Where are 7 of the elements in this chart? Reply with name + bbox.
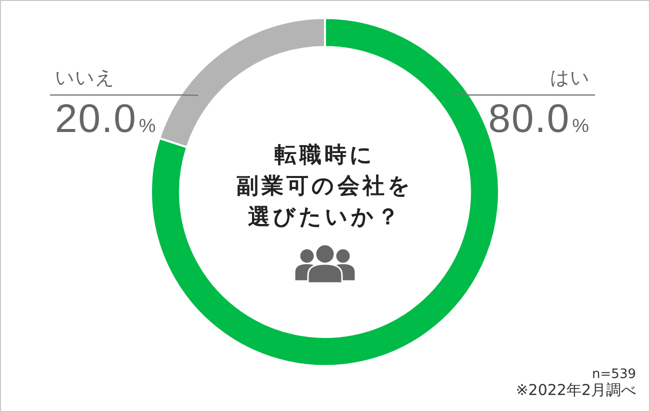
slice-label: いいえ: [55, 67, 115, 89]
slice-label: はい: [550, 67, 590, 89]
text: ※2022年2月調べ: [516, 381, 636, 399]
text: 転職時に副業可の会社を選びたいか？: [236, 143, 414, 230]
text: n=539: [592, 367, 636, 382]
data-label: 20.0%: [55, 97, 157, 141]
data-label: 80.0%: [488, 97, 590, 141]
